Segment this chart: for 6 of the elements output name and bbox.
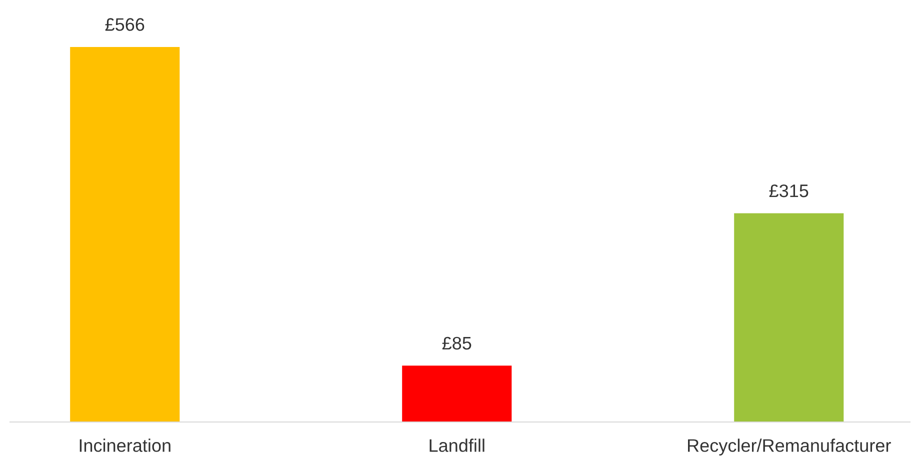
x-tick-label: Incineration <box>80 438 170 452</box>
data-label: £85 <box>442 336 472 350</box>
x-tick-label: Recycler/Remanufacturer <box>688 438 891 456</box>
data-label: £315 <box>769 184 808 198</box>
data-label: £566 <box>105 18 144 31</box>
x-tick-label: Landfill <box>430 438 484 452</box>
